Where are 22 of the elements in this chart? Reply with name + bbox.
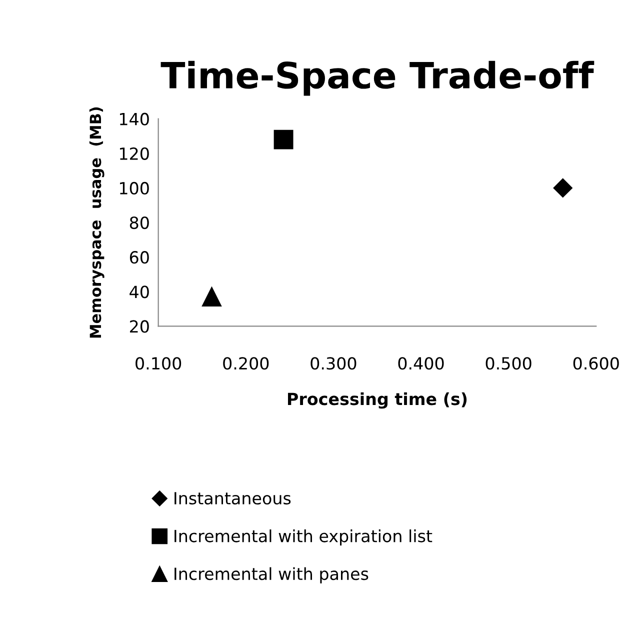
legend-label: Incremental with expiration list — [174, 529, 432, 546]
legend-label: Instantaneous — [174, 492, 291, 505]
x-tick-label: 0.300 — [310, 357, 356, 370]
y-tick-label: 140 — [120, 112, 149, 126]
x-tick-label: 0.600 — [573, 357, 619, 370]
point — [553, 178, 572, 198]
x-tick-label: 0.100 — [136, 357, 182, 370]
y-tick-label: 60 — [130, 251, 149, 264]
x-tick-label: 0.500 — [486, 357, 532, 370]
legend-label: Incremental with panes — [174, 567, 368, 584]
y-tick-label: 40 — [130, 286, 149, 298]
point — [274, 130, 294, 150]
x-axis-title: Processing time (s) — [288, 392, 467, 409]
chart-title: Time-Space Trade-off — [160, 60, 594, 96]
point — [202, 287, 222, 307]
x-tick-label: 0.200 — [223, 357, 269, 370]
y-tick-label: 120 — [120, 147, 149, 160]
y-tick-label: 80 — [130, 216, 149, 230]
y-tick-label: 20 — [130, 320, 149, 333]
y-axis-title: Memoryspace usage (MB) — [89, 107, 104, 338]
x-tick-label: 0.400 — [398, 357, 444, 370]
y-tick-label: 100 — [120, 182, 149, 195]
